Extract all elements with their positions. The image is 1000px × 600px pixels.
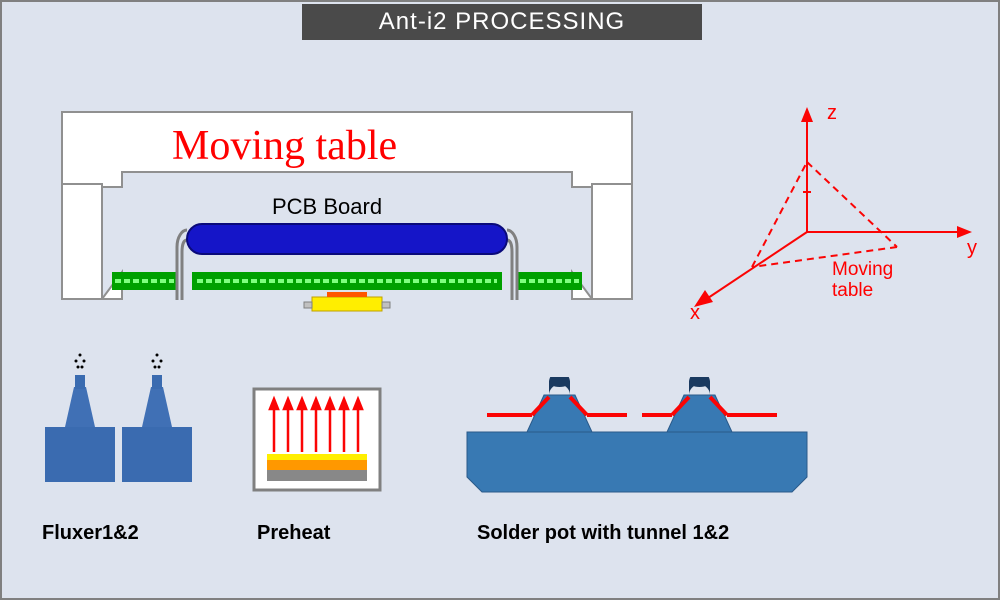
title-banner: Ant-i2 PROCESSING	[302, 4, 702, 40]
diagram-container: Ant-i2 PROCESSING Moving table PCB	[0, 0, 1000, 600]
axis-y-label: y	[967, 237, 977, 260]
pcb-board-label: PCB Board	[272, 194, 382, 220]
preheat-label: Preheat	[257, 522, 330, 545]
fluxer-label: Fluxer1&2	[42, 522, 139, 545]
fluxer-graphic	[40, 347, 210, 497]
solder-pot-graphic	[457, 377, 817, 497]
preheat-graphic	[252, 387, 382, 492]
solder-label: Solder pot with tunnel 1&2	[477, 522, 729, 545]
axis-z-label: z	[827, 102, 837, 125]
moving-table-label: Moving table	[172, 122, 397, 170]
axis-x-label: x	[690, 302, 700, 325]
axis-moving-table-label: Moving table	[832, 260, 893, 302]
coordinate-axes	[667, 102, 987, 332]
title-text: Ant-i2 PROCESSING	[379, 8, 625, 35]
